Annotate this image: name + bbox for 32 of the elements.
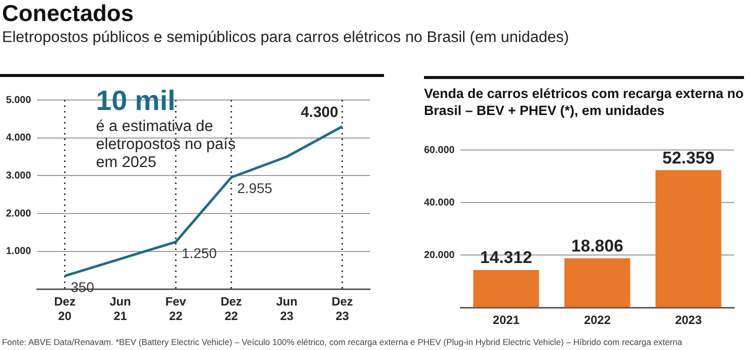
- data-label: 52.359: [662, 148, 714, 168]
- source-note: Fonte: ABVE Data/Renavam. *BEV (Battery Electric Vehicle) – Veículo 100% elétrico, com recarga externa e PHEV (Plug-in Hybrid Electric Vehicle) – Híbrido com recarga externa: [2, 337, 684, 347]
- data-label: 18.806: [571, 236, 624, 256]
- x-tick-label: 2021: [492, 313, 520, 328]
- x-tick-label: Dez 22: [220, 294, 242, 324]
- x-tick-label: Fev 22: [165, 294, 186, 324]
- annotation: é a estimativa de eletropostos no país em 2025: [96, 118, 236, 172]
- chart-title: Conectados: [2, 0, 134, 27]
- x-tick-label: 2022: [584, 313, 611, 328]
- data-label: 2.955: [237, 180, 273, 196]
- y-tick-label: 1.000: [6, 246, 32, 258]
- y-tick-label: 2.000: [6, 208, 32, 220]
- annotation: 10 mil: [96, 85, 176, 116]
- x-tick-label: Jun 21: [110, 294, 131, 324]
- y-tick-label: 40.000: [424, 197, 456, 208]
- bar: [656, 170, 722, 308]
- x-tick-label: Dez 20: [54, 294, 76, 324]
- x-tick-label: 2023: [675, 313, 702, 328]
- y-tick-label: 20.000: [424, 250, 456, 261]
- y-tick-label: 3.000: [6, 170, 32, 182]
- bar: [564, 258, 630, 308]
- x-tick-label: Dez 23: [332, 294, 353, 324]
- data-label: 1.250: [182, 244, 218, 261]
- x-tick-label: Jun 23: [276, 294, 298, 324]
- y-tick-label: 4.000: [6, 132, 32, 144]
- bar: [473, 270, 540, 308]
- data-label: 14.312: [480, 248, 532, 268]
- chart-subtitle: Eletropostos públicos e semipúblicos para carros elétricos no Brasil (em unidades): [2, 29, 569, 47]
- y-tick-label: 5.000: [6, 94, 32, 106]
- y-tick-label: 60.000: [424, 144, 456, 156]
- data-label: 4.300: [300, 104, 338, 122]
- chart-title: Venda de carros elétricos com recarga externa no Brasil – BEV + PHEV (*), em unidades: [424, 85, 744, 119]
